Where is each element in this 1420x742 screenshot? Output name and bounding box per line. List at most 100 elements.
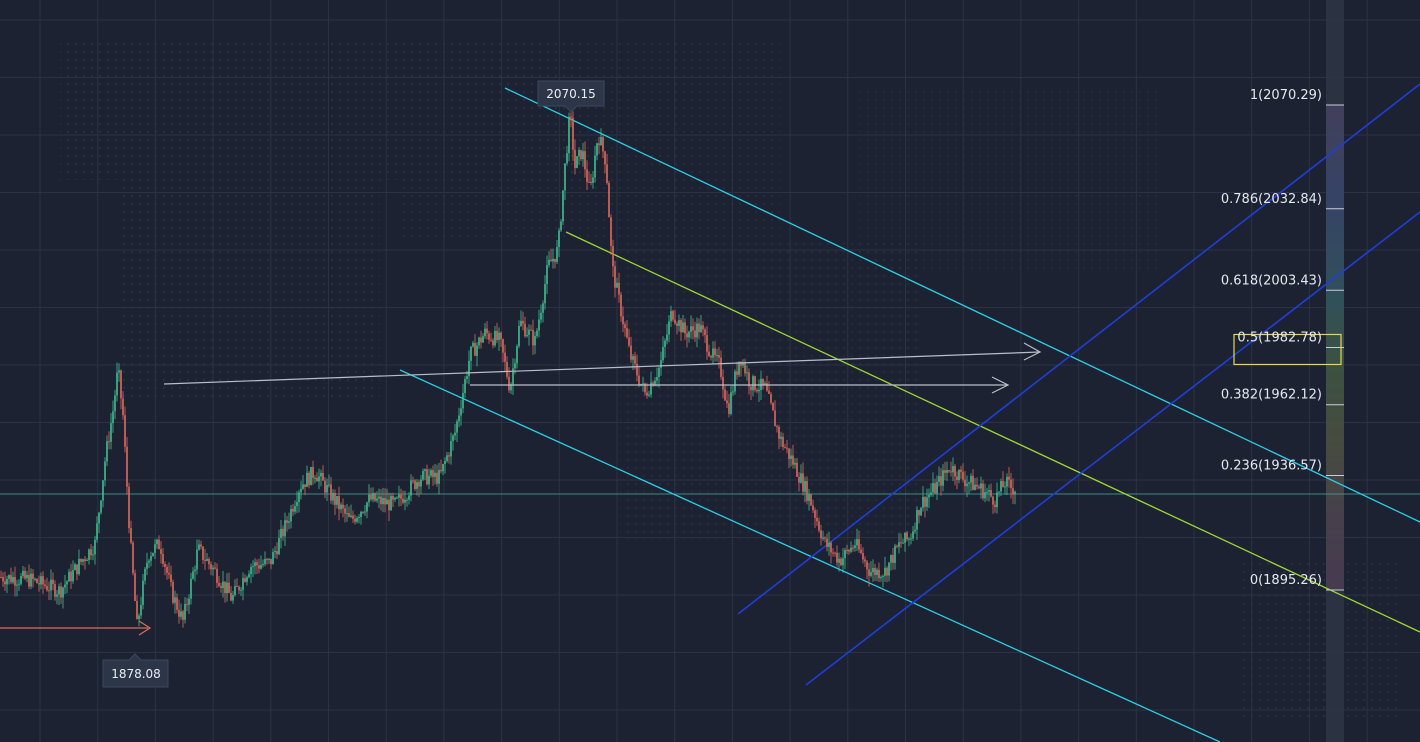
candle-body — [606, 164, 608, 184]
candle-body — [880, 576, 882, 579]
candle-body — [192, 571, 194, 579]
fib-label-0.5: 0.5(1982.78) — [1237, 330, 1322, 345]
candle-body — [450, 441, 452, 457]
candle-body — [840, 558, 842, 566]
candle-body — [500, 332, 502, 340]
candle-body — [142, 580, 144, 605]
candle-body — [558, 230, 560, 248]
candle-body — [796, 462, 798, 477]
candle-body — [744, 363, 746, 374]
candle-body — [70, 571, 72, 582]
candle-body — [932, 483, 934, 493]
candle-body — [868, 569, 870, 576]
candle-body — [656, 377, 658, 381]
candle-body — [816, 517, 818, 522]
candle-body — [764, 383, 766, 385]
candle-body — [224, 581, 226, 594]
candle-body — [136, 600, 138, 620]
candle-body — [276, 551, 278, 555]
candle-body — [204, 559, 206, 561]
candle-body — [688, 331, 690, 338]
candle-body — [430, 470, 432, 476]
candle-body — [260, 564, 262, 569]
candle-body — [230, 592, 232, 601]
candle-body — [270, 558, 272, 565]
candle-body — [850, 547, 852, 552]
candle-body — [408, 495, 410, 500]
candle-body — [1008, 476, 1010, 480]
high-price-tag-box — [537, 80, 605, 113]
candle-body — [974, 484, 976, 490]
candle-body — [740, 361, 742, 366]
candle-body — [784, 447, 786, 449]
candle-body — [830, 542, 832, 553]
candle-body — [308, 472, 310, 486]
candle-body — [560, 221, 562, 231]
candle-body — [848, 550, 850, 552]
candle-body — [82, 559, 84, 562]
candle-body — [128, 486, 130, 529]
candle-body — [168, 572, 170, 575]
candle-body — [228, 582, 230, 593]
candle-body — [934, 483, 936, 494]
candle-body — [938, 476, 940, 482]
candle-body — [632, 356, 634, 360]
candle-body — [566, 153, 568, 164]
candle-body — [336, 495, 338, 505]
candle-body — [436, 472, 438, 484]
low-price-tag-box — [102, 653, 169, 688]
candle-body — [186, 603, 188, 605]
candle-body — [858, 539, 860, 550]
candle-body — [570, 116, 572, 118]
arrow-head-lower — [991, 376, 1010, 394]
candle-body — [594, 155, 596, 178]
candle-body — [12, 577, 14, 583]
candle-body — [62, 587, 64, 598]
candle-body — [488, 333, 490, 340]
candle-body — [454, 432, 456, 436]
candle-body — [820, 530, 822, 539]
candle-body — [412, 480, 414, 482]
candle-body — [812, 505, 814, 511]
candle-body — [874, 568, 876, 576]
candle-body — [612, 245, 614, 267]
lower-channel-line — [399, 369, 1221, 742]
candle-body — [256, 562, 258, 566]
candle-body — [334, 492, 336, 505]
candle-body — [130, 528, 132, 543]
candle-body — [954, 466, 956, 477]
candle-body — [716, 355, 718, 357]
candle-body — [960, 469, 962, 472]
candle-body — [86, 560, 88, 562]
candle-body — [550, 259, 552, 262]
candle-body — [30, 573, 32, 587]
candle-body — [478, 337, 480, 346]
candle-body — [236, 586, 238, 588]
candle-body — [422, 470, 424, 480]
candle-body — [800, 473, 802, 483]
candle-body — [274, 551, 276, 553]
candle-body — [822, 537, 824, 539]
candle-body — [528, 329, 530, 336]
candle-body — [72, 570, 74, 582]
candle-body — [992, 496, 994, 505]
candle-body — [302, 484, 304, 489]
candle-body — [292, 508, 294, 512]
candle-body — [714, 348, 716, 356]
candle-body — [672, 311, 674, 320]
candle-body — [788, 448, 790, 459]
candle-body — [258, 565, 260, 569]
candle-body — [704, 329, 706, 335]
candle-body — [426, 469, 428, 485]
candle-body — [48, 590, 50, 592]
candle-body — [810, 494, 812, 506]
candle-body — [438, 469, 440, 484]
candle-body — [98, 512, 100, 524]
candle-body — [418, 482, 420, 487]
candle-body — [490, 339, 492, 341]
candle-body — [6, 578, 8, 585]
candle-body — [440, 469, 442, 472]
candle-body — [470, 346, 472, 361]
